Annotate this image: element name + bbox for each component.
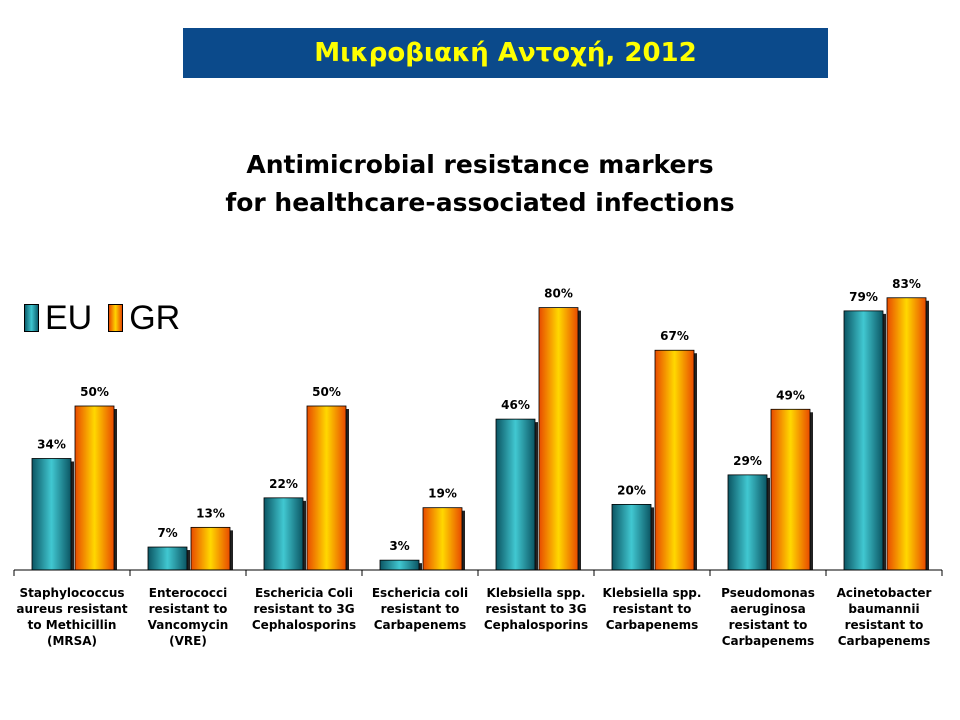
data-label-gr: 13% [196, 506, 225, 520]
category-label: (VRE) [169, 634, 207, 648]
category-label: Carbapenems [838, 634, 931, 648]
category-label: resistant to 3G [485, 602, 586, 616]
data-label-gr: 67% [660, 329, 689, 343]
legend-label-eu: EU [45, 298, 93, 337]
data-label-eu: 46% [501, 398, 530, 412]
data-label-gr: 19% [428, 487, 457, 501]
bar-eu [495, 418, 536, 571]
bar-gr [654, 349, 695, 571]
bar-eu [843, 310, 884, 571]
category-label: resistant to [149, 602, 228, 616]
category-label: Cephalosporins [484, 618, 588, 632]
bar-gr [74, 405, 115, 571]
category-label: Eschericia coli [372, 586, 468, 600]
category-label: aureus resistant [16, 602, 127, 616]
category-label: Pseudomonas [721, 586, 815, 600]
bar-eu [31, 458, 72, 571]
bar-eu [147, 546, 188, 571]
category-label: Eschericia Coli [255, 586, 353, 600]
category-label: baumannii [848, 602, 919, 616]
data-label-eu: 7% [157, 526, 177, 540]
data-label-eu: 22% [269, 477, 298, 491]
category-label: Klebsiella spp. [487, 586, 586, 600]
category-label: Vancomycin [148, 618, 229, 632]
category-label: Acinetobacter [837, 586, 932, 600]
title-banner: Μικροβιακή Αντοχή, 2012 [183, 28, 828, 78]
category-label: to Methicillin [28, 618, 117, 632]
bar-eu [611, 503, 652, 571]
bar-gr [538, 307, 579, 571]
category-label: Enterococci [149, 586, 227, 600]
category-label: Staphylococcus [19, 586, 124, 600]
category-label: Cephalosporins [252, 618, 356, 632]
bar-gr [422, 507, 463, 571]
category-label: resistant to [729, 618, 808, 632]
banner-title: Μικροβιακή Αντοχή, 2012 [314, 38, 697, 68]
legend-label-gr: GR [129, 298, 181, 337]
data-label-gr: 83% [892, 277, 921, 291]
category-label: Carbapenems [722, 634, 815, 648]
bar-eu [263, 497, 304, 571]
legend-swatch-eu [24, 304, 39, 332]
legend-swatch-gr [108, 304, 124, 332]
data-label-eu: 20% [617, 483, 646, 497]
category-label: resistant to [845, 618, 924, 632]
category-label: Carbapenems [606, 618, 699, 632]
data-label-gr: 50% [312, 385, 341, 399]
legend: EU GR [24, 298, 196, 338]
category-label: aeruginosa [730, 602, 805, 616]
data-label-gr: 49% [776, 388, 805, 402]
bar-eu [727, 474, 768, 571]
category-label: (MRSA) [47, 634, 97, 648]
category-label: resistant to [381, 602, 460, 616]
category-label: Klebsiella spp. [603, 586, 702, 600]
chart-title-line-2: for healthcare-associated infections [225, 188, 735, 217]
data-label-eu: 29% [733, 454, 762, 468]
data-label-gr: 50% [80, 385, 109, 399]
category-label: resistant to 3G [253, 602, 354, 616]
bar-gr [306, 405, 347, 571]
bar-gr [770, 408, 811, 571]
category-label: resistant to [613, 602, 692, 616]
bar-gr [190, 526, 231, 571]
chart-title-line-1: Antimicrobial resistance markers [246, 150, 714, 179]
bar-gr [886, 297, 927, 571]
category-label: Carbapenems [374, 618, 467, 632]
data-label-eu: 34% [37, 437, 66, 451]
chart-title: Antimicrobial resistance markers for hea… [0, 146, 960, 222]
legend-item-eu: EU [24, 299, 92, 338]
bar-eu [379, 559, 420, 571]
legend-item-gr: GR [108, 299, 180, 338]
data-label-eu: 79% [849, 290, 878, 304]
data-label-eu: 3% [389, 539, 409, 553]
data-label-gr: 80% [544, 287, 573, 301]
